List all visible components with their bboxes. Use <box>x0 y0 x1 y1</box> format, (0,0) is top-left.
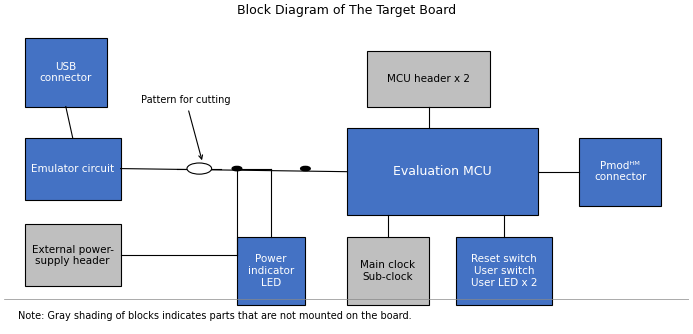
FancyBboxPatch shape <box>456 237 552 305</box>
FancyBboxPatch shape <box>25 224 121 287</box>
Circle shape <box>232 166 242 171</box>
FancyBboxPatch shape <box>579 138 661 206</box>
Text: Reset switch
User switch
User LED x 2: Reset switch User switch User LED x 2 <box>471 254 537 288</box>
Text: MCU header x 2: MCU header x 2 <box>387 73 470 84</box>
FancyBboxPatch shape <box>367 51 490 107</box>
Circle shape <box>187 163 211 174</box>
FancyBboxPatch shape <box>346 128 538 215</box>
FancyBboxPatch shape <box>237 237 306 305</box>
Text: USB
connector: USB connector <box>40 62 92 83</box>
Circle shape <box>301 166 310 171</box>
Text: Evaluation MCU: Evaluation MCU <box>393 165 491 178</box>
Text: External power-
supply header: External power- supply header <box>32 244 114 266</box>
Title: Block Diagram of The Target Board: Block Diagram of The Target Board <box>237 4 456 17</box>
FancyBboxPatch shape <box>346 237 429 305</box>
Text: Main clock
Sub-clock: Main clock Sub-clock <box>360 260 415 282</box>
Text: Emulator circuit: Emulator circuit <box>31 164 114 174</box>
Text: Note: Gray shading of blocks indicates parts that are not mounted on the board.: Note: Gray shading of blocks indicates p… <box>18 311 412 321</box>
FancyBboxPatch shape <box>25 38 107 107</box>
Text: Pattern for cutting: Pattern for cutting <box>141 96 231 159</box>
Text: Power
indicator
LED: Power indicator LED <box>248 254 295 288</box>
FancyBboxPatch shape <box>25 138 121 200</box>
Text: Pmodᴴᴹ
connector: Pmodᴴᴹ connector <box>594 161 647 182</box>
